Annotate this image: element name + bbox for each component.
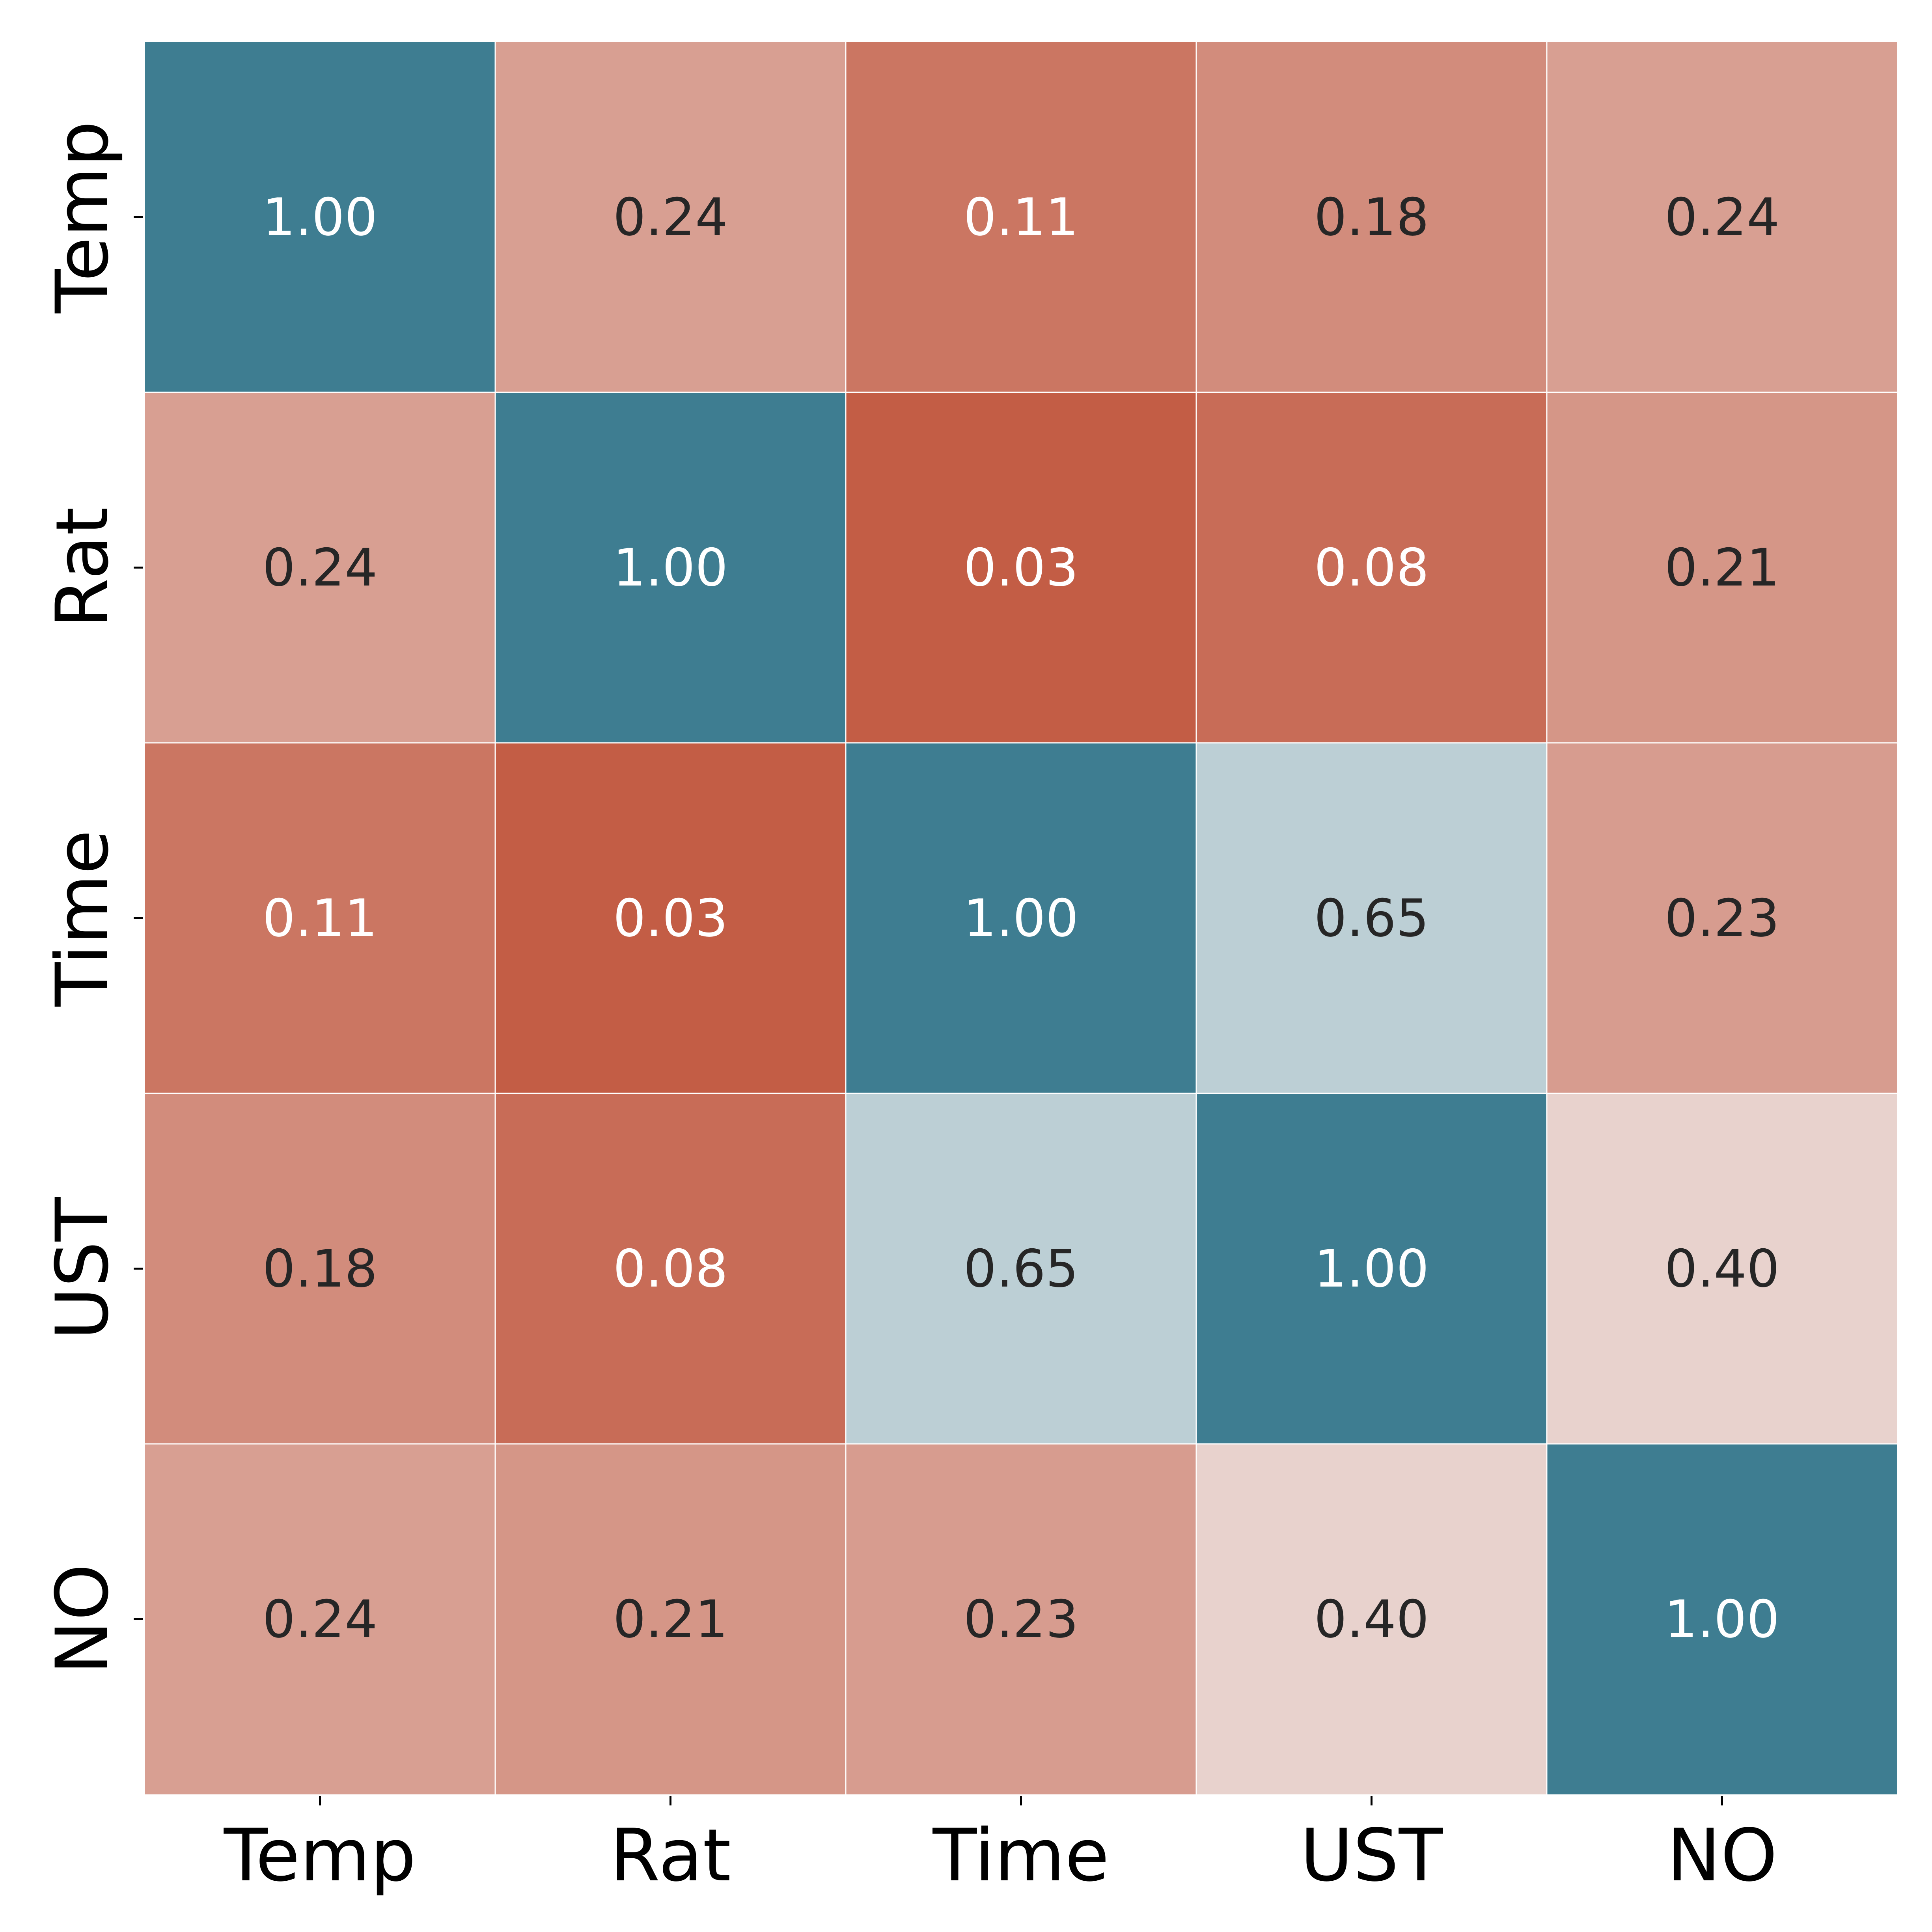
heatmap-cell-no-temp xyxy=(145,1444,495,1794)
x-axis: Temp Rat Time UST NO xyxy=(224,1796,1777,1898)
x-axis-tick-label: UST xyxy=(1300,1814,1443,1898)
heatmap-cell-ust-time xyxy=(846,1093,1196,1444)
heatmap-cell-temp-time xyxy=(846,42,1196,392)
heatmap-cell-time-time xyxy=(846,743,1196,1093)
y-axis-tick-label: UST xyxy=(41,1197,125,1340)
heatmap-cell-time-no xyxy=(1547,743,1897,1093)
heatmap-cell-rat-no xyxy=(1547,392,1897,743)
x-axis-tick-label: Temp xyxy=(224,1814,416,1898)
cell-value-label: 0.40 xyxy=(1314,1589,1429,1649)
cell-value-label: 0.24 xyxy=(263,1589,378,1649)
cell-value-label: 0.21 xyxy=(1665,537,1780,598)
heatmap-cell-rat-ust xyxy=(1196,392,1547,743)
cell-value-label: 1.00 xyxy=(263,187,378,247)
cell-value-label: 0.24 xyxy=(613,187,728,247)
y-axis: Temp Rat Time UST NO xyxy=(41,121,143,1675)
heatmap-cell-time-temp xyxy=(145,743,495,1093)
cell-value-label: 0.65 xyxy=(1314,888,1429,948)
heatmap-cell-rat-time xyxy=(846,392,1196,743)
x-axis-tick-label: Time xyxy=(932,1814,1110,1898)
cell-value-label: 0.24 xyxy=(263,537,378,598)
heatmap-cell-time-ust xyxy=(1196,743,1547,1093)
heatmap-cell-no-time xyxy=(846,1444,1196,1794)
cell-value-label: 1.00 xyxy=(964,888,1079,948)
heatmap-cells xyxy=(145,42,1897,1794)
y-axis-tick-label: NO xyxy=(41,1564,125,1675)
cell-value-label: 0.40 xyxy=(1665,1238,1780,1299)
cell-value-label: 0.11 xyxy=(263,888,378,948)
heatmap-cell-ust-rat xyxy=(495,1093,846,1444)
heatmap-cell-ust-temp xyxy=(145,1093,495,1444)
heatmap-cell-rat-rat xyxy=(495,392,846,743)
cell-value-label: 0.03 xyxy=(613,888,728,948)
heatmap-cell-ust-ust xyxy=(1196,1093,1547,1444)
x-axis-tick-label: NO xyxy=(1667,1814,1777,1898)
cell-value-label: 0.08 xyxy=(1314,537,1429,598)
heatmap-cell-temp-no xyxy=(1547,42,1897,392)
cell-value-label: 0.08 xyxy=(613,1238,728,1299)
cell-value-label: 0.18 xyxy=(263,1238,378,1299)
cell-value-label: 0.24 xyxy=(1665,187,1780,247)
cell-value-label: 1.00 xyxy=(613,537,728,598)
cell-value-label: 0.65 xyxy=(964,1238,1079,1299)
heatmap-cell-ust-no xyxy=(1547,1093,1897,1444)
cell-value-label: 0.18 xyxy=(1314,187,1429,247)
cell-value-labels: 1.00 0.24 0.11 0.18 0.24 0.24 1.00 0.03 0.08 0.21… xyxy=(263,187,1780,1649)
cell-value-label: 0.21 xyxy=(613,1589,728,1649)
cell-value-label: 1.00 xyxy=(1665,1589,1780,1649)
cell-value-label: 0.23 xyxy=(964,1589,1079,1649)
cell-value-label: 1.00 xyxy=(1314,1238,1429,1299)
cell-value-label: 0.03 xyxy=(964,537,1079,598)
cell-value-label: 0.23 xyxy=(1665,888,1780,948)
y-axis-tick-label: Temp xyxy=(41,121,125,314)
y-axis-tick-label: Rat xyxy=(41,507,125,628)
heatmap-cell-no-rat xyxy=(495,1444,846,1794)
cell-gridlines xyxy=(145,42,1897,1794)
cell-value-label: 0.11 xyxy=(964,187,1079,247)
heatmap-cell-temp-ust xyxy=(1196,42,1547,392)
heatmap-cell-no-ust xyxy=(1196,1444,1547,1794)
heatmap-cell-time-rat xyxy=(495,743,846,1093)
heatmap-cell-temp-temp xyxy=(145,42,495,392)
heatmap-cell-no-no xyxy=(1547,1444,1897,1794)
heatmap-cell-rat-temp xyxy=(145,392,495,743)
y-axis-tick-label: Time xyxy=(41,830,125,1007)
heatmap-cell-temp-rat xyxy=(495,42,846,392)
x-axis-tick-label: Rat xyxy=(610,1814,731,1898)
